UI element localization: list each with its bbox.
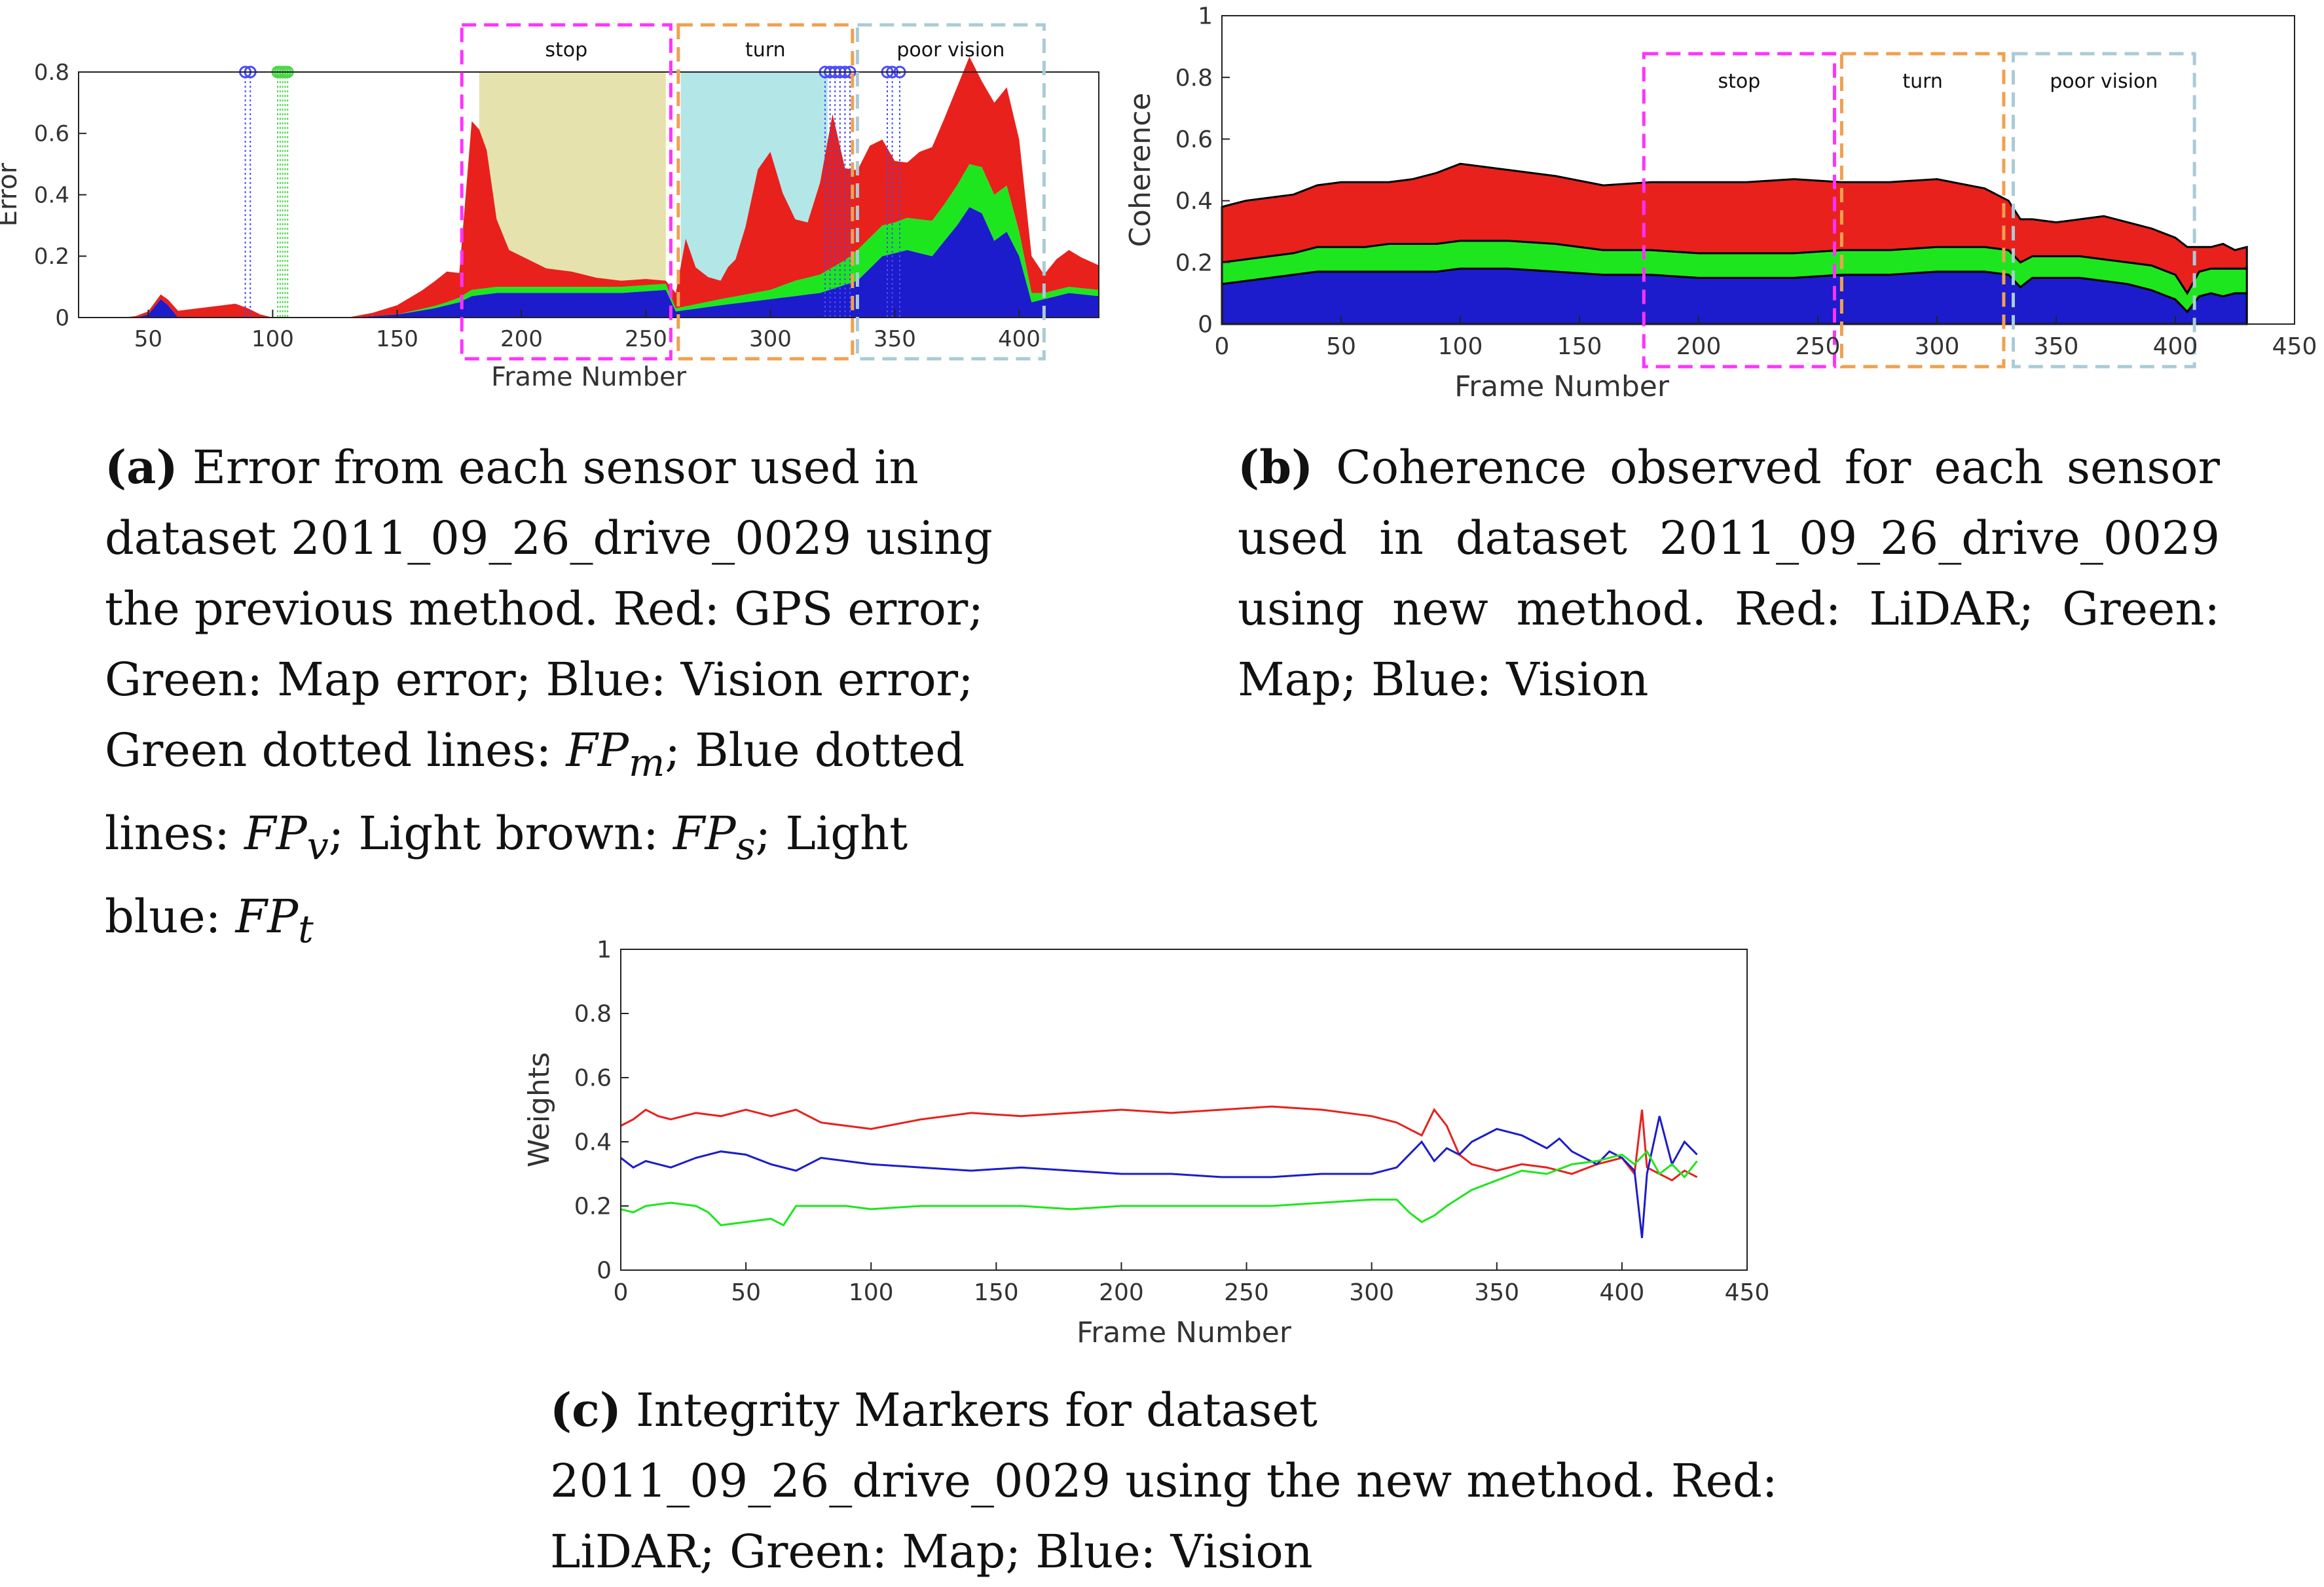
x-tick-label-6: 350 — [874, 326, 916, 352]
x-tick-label-8: 400 — [1600, 1279, 1645, 1306]
y-tick-label-5: 1 — [597, 937, 612, 964]
x-tick-label-5: 300 — [749, 326, 792, 352]
chart-b: stop turn poor vision 0 50 100 150 200 250 300 350… — [1124, 3, 2317, 403]
y-tick-label-4: 0.8 — [574, 1001, 612, 1028]
caption-c-text: Integrity Markers for dataset 2011_09_26… — [550, 1383, 1778, 1578]
y-axis-label: Error — [0, 162, 23, 227]
y-tick-label-3: 0.6 — [34, 121, 69, 147]
y-axis-label: Coherence — [1124, 93, 1157, 247]
caption-a-fp-s: FPs — [673, 807, 756, 868]
line-map — [620, 1150, 1698, 1227]
x-tick-label-2: 100 — [849, 1279, 894, 1306]
y-tick-label-0: 0 — [1198, 312, 1213, 338]
x-tick-label-0: 0 — [614, 1279, 629, 1306]
x-tick-label-8: 400 — [2153, 333, 2198, 360]
x-tick-label-9: 450 — [2272, 333, 2317, 360]
caption-a-line6a: Light blue: — [105, 807, 908, 943]
x-tick-label-3: 150 — [1557, 333, 1602, 360]
line-vision — [620, 1116, 1698, 1239]
y-tick-label-3: 0.6 — [1175, 126, 1213, 153]
caption-b-label: (b) — [1238, 440, 1314, 494]
caption-b: (b) Coherence observed for each sensor u… — [1238, 432, 2220, 715]
x-tick-label-7: 350 — [1474, 1279, 1519, 1306]
caption-a-fp-t: FPt — [235, 890, 314, 951]
x-tick-label-5: 250 — [1796, 333, 1841, 360]
area-lidar — [1221, 162, 2248, 295]
x-tick-label-6: 300 — [1349, 1279, 1394, 1306]
caption-a-fp-v: FPv — [244, 807, 329, 868]
y-tick-label-5: 1 — [1198, 3, 1213, 30]
x-tick-label-2: 100 — [1438, 333, 1483, 360]
region-label-2: poor vision — [896, 39, 1005, 62]
region-box-1 — [1839, 52, 2006, 369]
x-tick-label-6: 300 — [1915, 333, 1960, 360]
y-tick-label-3: 0.6 — [574, 1065, 612, 1092]
caption-a-line3: method. Red: GPS error; Green: Map error… — [105, 582, 984, 706]
y-tick-label-4: 0.8 — [1175, 65, 1213, 92]
x-tick-label-0: 50 — [134, 326, 162, 352]
x-tick-label-7: 350 — [2034, 333, 2079, 360]
region-label-1: turn — [745, 39, 786, 62]
caption-a-label: (a) — [105, 440, 178, 494]
x-axis-label: Frame Number — [1454, 370, 1670, 403]
region-box-0 — [460, 23, 673, 361]
x-tick-label-4: 200 — [1099, 1279, 1144, 1306]
plot-frame — [620, 949, 1748, 1271]
y-tick-label-4: 0.8 — [34, 60, 69, 86]
y-tick-label-2: 0.4 — [1175, 188, 1213, 215]
caption-a-line2: 2011_09_26_drive_0029 using the previous — [105, 511, 993, 636]
x-axis-label: Frame Number — [491, 362, 687, 392]
region-box-1 — [676, 23, 855, 361]
region-label-0: stop — [1718, 70, 1760, 93]
area-gps-error — [79, 56, 1099, 318]
caption-a-fp-m: FPm — [566, 723, 665, 785]
x-tick-label-3: 200 — [500, 326, 543, 352]
area-map-error — [79, 164, 1099, 318]
y-tick-label-1: 0.2 — [34, 244, 69, 270]
x-tick-label-7: 400 — [998, 326, 1041, 352]
caption-a-line4a: Blue: Vision error; Green dotted lines: — [105, 653, 974, 777]
caption-b-text: Coherence observed for each sensor used … — [1238, 441, 2220, 706]
region-box-2 — [2011, 52, 2196, 369]
x-tick-label-1: 50 — [1326, 333, 1356, 360]
caption-c-label: (c) — [550, 1383, 621, 1437]
region-label-2: poor vision — [2050, 70, 2158, 93]
chart-c: 0 50 100 150 200 250 300 350 400 450 0 0.2 0.4 0.6 0.8… — [523, 937, 1769, 1349]
caption-a-line5a: Blue dotted lines: — [105, 723, 965, 860]
x-tick-label-5: 250 — [1224, 1279, 1269, 1306]
x-tick-label-3: 150 — [974, 1279, 1019, 1306]
area-vision-error — [79, 207, 1099, 318]
x-tick-label-4: 250 — [625, 326, 667, 352]
y-tick-label-2: 0.4 — [34, 182, 69, 208]
caption-a-line1: Error from each sensor used in dataset — [105, 441, 919, 565]
y-tick-label-2: 0.4 — [574, 1129, 612, 1156]
y-tick-label-0: 0 — [597, 1258, 612, 1285]
x-tick-label-1: 100 — [251, 326, 294, 352]
caption-c: (c) Integrity Markers for dataset 2011_0… — [550, 1375, 1781, 1587]
x-tick-label-2: 150 — [376, 326, 418, 352]
plot-frame — [1221, 15, 2295, 325]
x-tick-label-4: 200 — [1676, 333, 1722, 360]
y-tick-label-1: 0.2 — [1175, 249, 1213, 276]
x-tick-label-1: 50 — [731, 1279, 761, 1306]
y-tick-label-0: 0 — [55, 305, 69, 331]
y-axis-label: Weights — [523, 1052, 556, 1167]
caption-a: (a) Error from each sensor used in datas… — [105, 440, 993, 951]
region-label-0: stop — [545, 39, 587, 62]
x-tick-label-9: 450 — [1725, 1279, 1770, 1306]
region-box-0 — [1642, 52, 1836, 369]
chart-a: stop turn poor vision 50 100 150 200 250 300 350 4… — [0, 23, 1099, 392]
x-axis-label: Frame Number — [1077, 1316, 1292, 1349]
x-tick-label-0: 0 — [1215, 333, 1230, 360]
region-label-1: turn — [1902, 70, 1943, 93]
y-tick-label-1: 0.2 — [574, 1194, 612, 1220]
region-box-2 — [855, 23, 1046, 361]
